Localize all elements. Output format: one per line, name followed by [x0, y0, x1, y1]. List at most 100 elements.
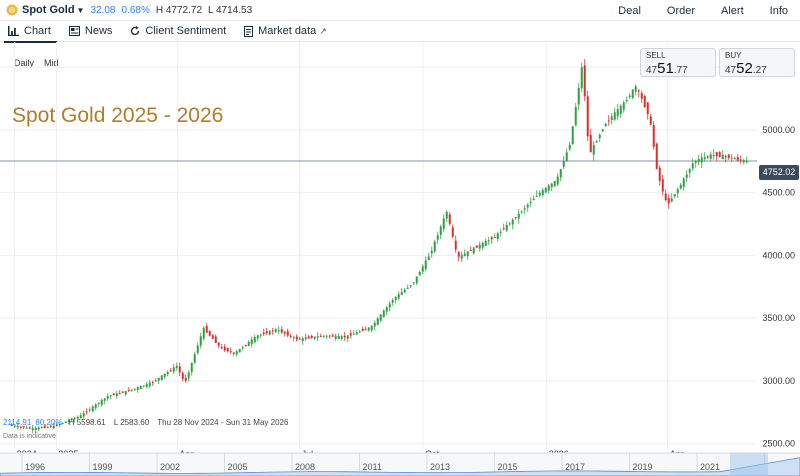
candle-body	[148, 382, 151, 387]
candle-body	[166, 371, 169, 375]
range-high: H 5598.61	[68, 418, 106, 427]
chevron-down-icon[interactable]: ▼	[76, 5, 85, 15]
candle-body	[466, 251, 469, 256]
candle-body	[202, 327, 205, 339]
candle-body	[508, 223, 511, 225]
candle-body	[667, 198, 670, 204]
candle-body	[232, 352, 235, 354]
info-button[interactable]: Info	[769, 4, 788, 17]
newspaper-icon	[68, 26, 80, 36]
candle-body	[79, 415, 82, 419]
y-tick-label: 4500.00	[762, 188, 795, 198]
navigator-year-label: 2011	[363, 462, 382, 472]
candle-body	[502, 228, 505, 230]
candle-body	[733, 158, 736, 160]
candle-body	[505, 225, 508, 231]
candle-body	[139, 385, 142, 390]
candle-body	[745, 160, 748, 163]
navigator-area	[0, 457, 800, 476]
candle-body	[712, 155, 715, 157]
candle-body	[262, 332, 265, 335]
candle-body	[685, 174, 688, 178]
candle-body	[586, 96, 589, 137]
candle-body	[730, 157, 733, 159]
candle-body	[499, 231, 502, 233]
candle-body	[571, 126, 574, 145]
price-chart[interactable]: 2500.00 3000.00 3500.00 4000.00 4500.00 5000.…	[0, 42, 800, 476]
candle-body	[277, 330, 280, 332]
candle-body	[307, 336, 310, 339]
instrument-name: Spot Gold	[22, 4, 75, 16]
candle-body	[409, 285, 412, 287]
candle-body	[397, 294, 400, 299]
interval-daily[interactable]: Daily	[14, 58, 35, 68]
tab-news[interactable]: News	[61, 21, 123, 42]
candle-body	[145, 383, 148, 388]
candle-body	[196, 345, 199, 353]
deal-button[interactable]: Deal	[618, 4, 641, 17]
tab-market-data[interactable]: Market data ↗	[236, 21, 337, 42]
candle-body	[655, 143, 658, 169]
candle-body	[649, 116, 652, 125]
candle-body	[241, 347, 244, 349]
candle-body	[154, 380, 157, 382]
instrument-selector[interactable]: Spot Gold ▼ 32.08 0.68% H 4772.72 L 4714…	[0, 4, 258, 16]
candle-body	[652, 125, 655, 147]
candle-body	[34, 427, 37, 431]
candle-body	[115, 393, 118, 397]
candle-body	[589, 134, 592, 153]
candle-body	[451, 227, 454, 237]
candle-body	[442, 218, 445, 229]
candle-body	[517, 213, 520, 219]
price-change: 32.08	[90, 4, 116, 16]
candle-body	[610, 116, 613, 121]
candle-body	[382, 310, 385, 318]
candle-body	[211, 335, 214, 339]
gold-coin-icon	[6, 4, 18, 16]
candle-body	[199, 336, 202, 346]
order-button[interactable]: Order	[666, 4, 696, 17]
candle-body	[478, 244, 481, 249]
navigator-year-label: 1996	[25, 462, 45, 472]
candle-body	[538, 192, 541, 196]
candle-body	[328, 335, 331, 337]
candle-body	[433, 241, 436, 252]
candle-body	[640, 93, 643, 99]
candle-body	[16, 425, 19, 428]
candle-body	[256, 335, 259, 339]
candle-body	[82, 413, 85, 417]
candle-body	[118, 393, 121, 395]
candle-body	[568, 144, 571, 150]
navigator-year-label: 2021	[700, 462, 720, 472]
candle-body	[187, 372, 190, 379]
candle-body	[301, 338, 304, 342]
candle-body	[631, 89, 634, 98]
candle-body	[628, 95, 631, 97]
interval-mid[interactable]: Mid	[44, 58, 59, 68]
candle-body	[127, 390, 130, 392]
candle-body	[22, 426, 25, 428]
candle-body	[523, 208, 526, 210]
candle-body	[163, 373, 166, 377]
candle-body	[28, 427, 31, 429]
tab-client-sentiment[interactable]: Client Sentiment	[122, 21, 236, 42]
alert-button[interactable]: Alert	[721, 4, 744, 17]
candle-body	[292, 337, 295, 339]
tab-chart[interactable]: Chart	[0, 21, 61, 43]
candle-body	[343, 335, 346, 338]
candle-body	[109, 395, 112, 397]
candle-body	[10, 424, 13, 426]
candle-body	[421, 266, 424, 272]
indicative-note: Data is indicative	[3, 433, 56, 440]
candle-body	[61, 423, 64, 425]
candle-body	[637, 90, 640, 92]
range-summary: 2114.91 80.20% H 5598.61 L 2583.60 Thu 28…	[3, 418, 294, 427]
candle-body	[88, 409, 91, 411]
candle-body	[706, 156, 709, 158]
sell-button[interactable]: SELL 4751.77	[640, 48, 716, 77]
candle-body	[172, 367, 175, 372]
buy-button[interactable]: BUY 4752.27	[719, 48, 795, 77]
candle-body	[106, 396, 109, 399]
top-actions: Deal Order Alert Info	[618, 0, 800, 21]
y-tick-label: 5000.00	[762, 125, 795, 135]
